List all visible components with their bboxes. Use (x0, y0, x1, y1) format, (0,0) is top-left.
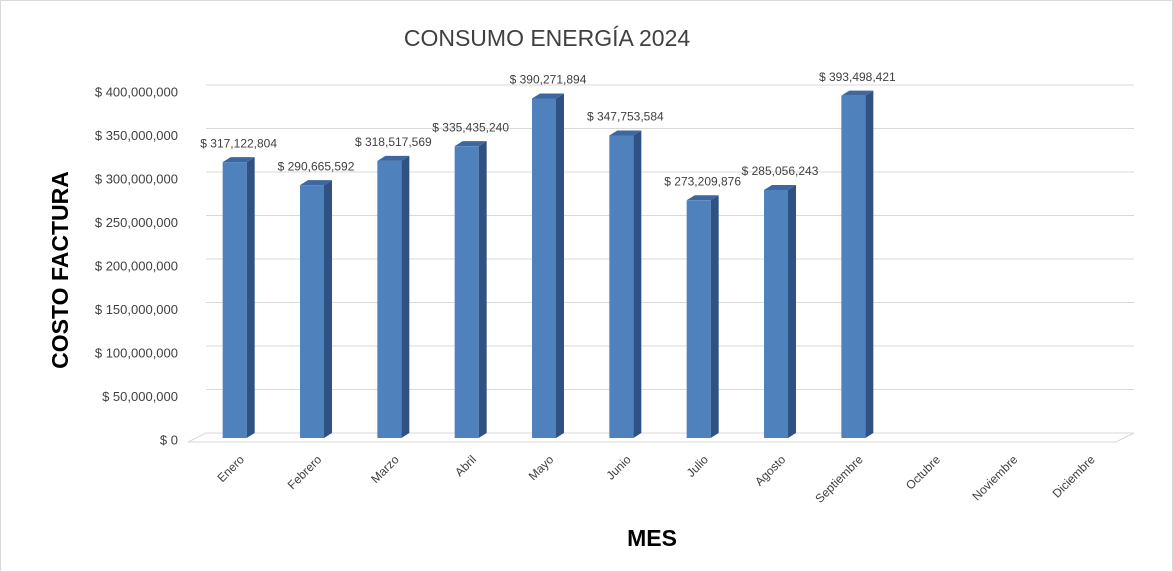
y-tick-label: $ 250,000,000 (95, 215, 178, 230)
y-tick-label: $ 300,000,000 (95, 171, 178, 186)
bar-top (609, 130, 642, 136)
bar-side (478, 141, 487, 439)
bar-top (532, 93, 564, 99)
bar (222, 162, 247, 439)
data-label: $ 273,209,876 (664, 174, 741, 188)
bar-top (686, 195, 719, 201)
bar (532, 98, 556, 439)
bar (841, 95, 866, 438)
y-tick-label: $ 100,000,000 (95, 345, 178, 360)
y-tick-label: $ 200,000,000 (95, 258, 178, 273)
data-label: $ 393,498,421 (819, 70, 896, 84)
bar-top (841, 90, 874, 96)
chart-title: CONSUMO ENERGÍA 2024 (404, 25, 691, 51)
y-tick-label: $ 350,000,000 (95, 128, 178, 143)
y-tick-label: $ 50,000,000 (102, 389, 178, 404)
y-tick-label: $ 400,000,000 (95, 84, 178, 99)
bar-side (556, 93, 564, 439)
data-label: $ 290,665,592 (278, 159, 355, 173)
bar-side (710, 195, 719, 438)
data-label: $ 318,517,569 (355, 135, 432, 149)
bar-side (401, 155, 410, 438)
data-label: $ 317,122,804 (200, 136, 277, 150)
bar (454, 146, 479, 439)
bar-top (222, 157, 255, 163)
bar-top (764, 185, 796, 191)
data-label: $ 335,435,240 (432, 120, 509, 134)
bar-side (633, 130, 642, 438)
bar-side (246, 157, 255, 439)
data-label: $ 347,753,584 (587, 110, 664, 124)
y-axis-title: COSTO FACTURA (47, 171, 73, 369)
bar-top (377, 155, 410, 161)
bar-top (300, 180, 332, 186)
y-tick-label: $ 0 (160, 432, 178, 447)
bar (764, 190, 788, 438)
bar-side (865, 90, 874, 438)
data-label: $ 390,271,894 (510, 73, 587, 87)
bar (377, 160, 402, 438)
bar (686, 200, 711, 438)
bar-top (454, 141, 487, 147)
bar (609, 135, 634, 438)
data-label: $ 285,056,243 (742, 164, 819, 178)
bar-side (788, 185, 796, 438)
bar-side (324, 180, 332, 438)
x-axis-title: MES (627, 525, 677, 551)
bar (300, 185, 324, 438)
y-tick-label: $ 150,000,000 (95, 302, 178, 317)
